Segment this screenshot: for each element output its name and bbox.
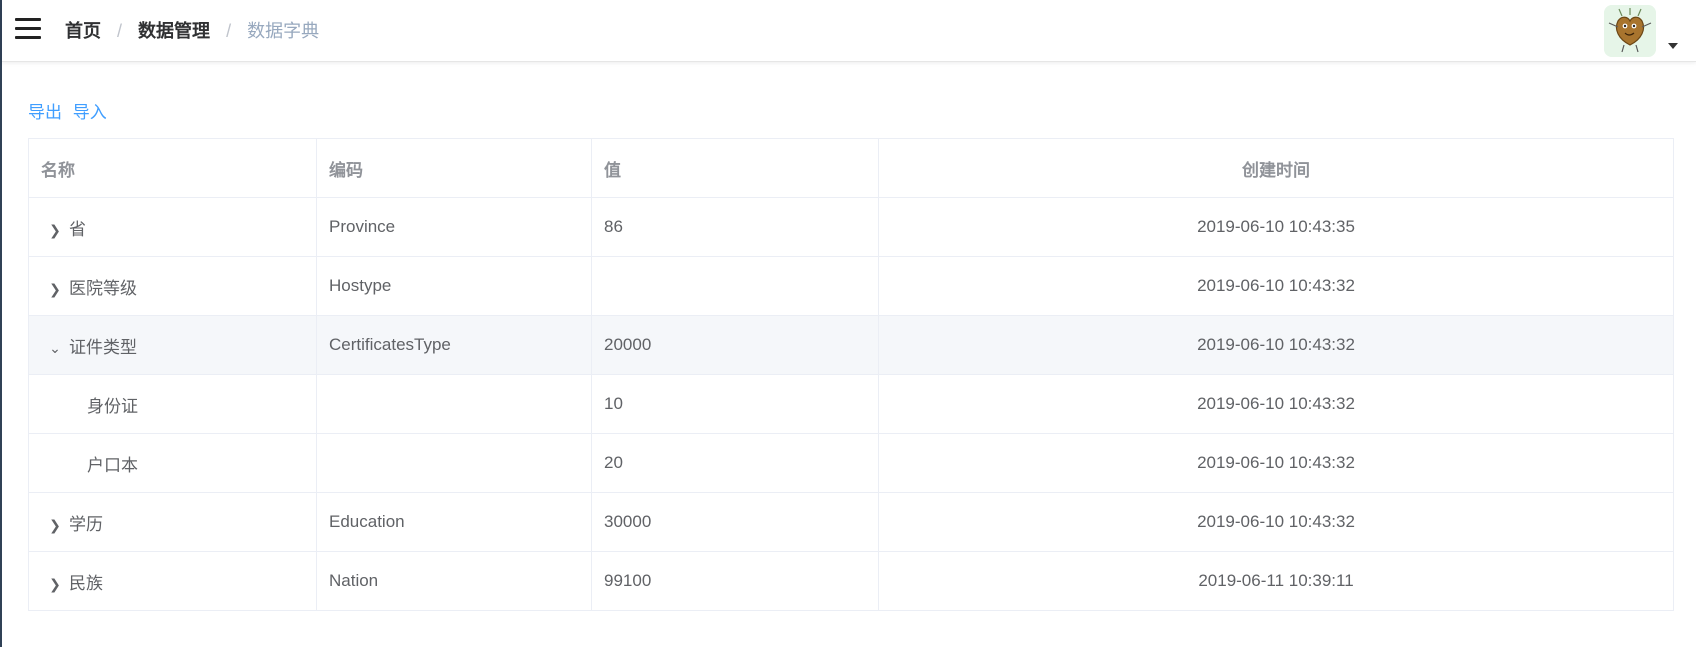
cell-code bbox=[316, 433, 592, 493]
row-name: 身份证 bbox=[87, 396, 138, 416]
chevron-right-icon[interactable]: ❯ bbox=[49, 280, 61, 297]
table-row[interactable]: ❯ 学历 Education 30000 2019-06-10 10:43:32 bbox=[28, 492, 1674, 552]
table-row[interactable]: ❯ 医院等级 Hostype 2019-06-10 10:43:32 bbox=[28, 256, 1674, 316]
header-created: 创建时间 bbox=[878, 138, 1674, 198]
cell-created: 2019-06-10 10:43:32 bbox=[878, 315, 1674, 375]
import-link[interactable]: 导入 bbox=[72, 103, 107, 122]
cell-created: 2019-06-10 10:43:32 bbox=[878, 374, 1674, 434]
breadcrumb-home[interactable]: 首页 bbox=[65, 21, 101, 41]
data-dictionary-table: 名称 编码 值 创建时间 ❯ 省 Province 86 2019-06-10 1… bbox=[28, 138, 1674, 611]
table-child-row[interactable]: 户口本 20 2019-06-10 10:43:32 bbox=[28, 433, 1674, 493]
cell-created: 2019-06-10 10:43:32 bbox=[878, 492, 1674, 552]
cell-created: 2019-06-10 10:43:32 bbox=[878, 433, 1674, 493]
avatar[interactable] bbox=[1604, 5, 1656, 57]
hamburger-icon[interactable] bbox=[15, 18, 41, 40]
cell-name: 身份证 bbox=[28, 374, 317, 434]
breadcrumb-current: 数据字典 bbox=[247, 21, 320, 41]
cell-value: 99100 bbox=[591, 551, 879, 611]
cell-code: Education bbox=[316, 492, 592, 552]
breadcrumb: 首页 / 数据管理 / 数据字典 bbox=[65, 19, 319, 43]
breadcrumb-section[interactable]: 数据管理 bbox=[138, 21, 211, 41]
row-name: 证件类型 bbox=[69, 337, 137, 357]
avatar-image bbox=[1604, 5, 1656, 57]
cell-name: ❯ 学历 bbox=[28, 492, 317, 552]
header-value: 值 bbox=[591, 138, 879, 198]
row-name: 学历 bbox=[69, 514, 103, 534]
cell-value: 20 bbox=[591, 433, 879, 493]
cell-code bbox=[316, 374, 592, 434]
cell-name: ⌄ 证件类型 bbox=[28, 315, 317, 375]
header-code: 编码 bbox=[316, 138, 592, 198]
row-name: 民族 bbox=[69, 573, 103, 593]
action-bar: 导出 导入 bbox=[28, 102, 113, 124]
cell-value bbox=[591, 256, 879, 316]
header-name: 名称 bbox=[28, 138, 317, 198]
row-name: 医院等级 bbox=[69, 278, 137, 298]
chevron-right-icon[interactable]: ❯ bbox=[49, 575, 61, 592]
cell-created: 2019-06-11 10:39:11 bbox=[878, 551, 1674, 611]
cell-name: ❯ 医院等级 bbox=[28, 256, 317, 316]
cell-value: 20000 bbox=[591, 315, 879, 375]
chevron-right-icon[interactable]: ❯ bbox=[49, 221, 61, 238]
table-header-row: 名称 编码 值 创建时间 bbox=[28, 138, 1674, 198]
table-row[interactable]: ❯ 民族 Nation 99100 2019-06-11 10:39:11 bbox=[28, 551, 1674, 611]
breadcrumb-separator: / bbox=[117, 21, 123, 41]
export-link[interactable]: 导出 bbox=[28, 103, 62, 122]
table-row[interactable]: ❯ 省 Province 86 2019-06-10 10:43:35 bbox=[28, 197, 1674, 257]
cell-value: 86 bbox=[591, 197, 879, 257]
cell-created: 2019-06-10 10:43:35 bbox=[878, 197, 1674, 257]
cell-name: 户口本 bbox=[28, 433, 317, 493]
chevron-right-icon[interactable]: ❯ bbox=[49, 516, 61, 533]
cell-code: CertificatesType bbox=[316, 315, 592, 375]
navbar: 首页 / 数据管理 / 数据字典 bbox=[2, 0, 1696, 62]
caret-down-icon[interactable] bbox=[1668, 43, 1678, 49]
cell-code: Province bbox=[316, 197, 592, 257]
table-row-expanded[interactable]: ⌄ 证件类型 CertificatesType 20000 2019-06-10 … bbox=[28, 315, 1674, 375]
cell-value: 10 bbox=[591, 374, 879, 434]
cell-code: Hostype bbox=[316, 256, 592, 316]
cell-created: 2019-06-10 10:43:32 bbox=[878, 256, 1674, 316]
table-child-row[interactable]: 身份证 10 2019-06-10 10:43:32 bbox=[28, 374, 1674, 434]
row-name: 省 bbox=[69, 219, 86, 239]
breadcrumb-separator: / bbox=[226, 21, 232, 41]
cell-code: Nation bbox=[316, 551, 592, 611]
cell-value: 30000 bbox=[591, 492, 879, 552]
cell-name: ❯ 省 bbox=[28, 197, 317, 257]
cell-name: ❯ 民族 bbox=[28, 551, 317, 611]
row-name: 户口本 bbox=[87, 455, 138, 475]
chevron-down-icon[interactable]: ⌄ bbox=[49, 339, 61, 356]
